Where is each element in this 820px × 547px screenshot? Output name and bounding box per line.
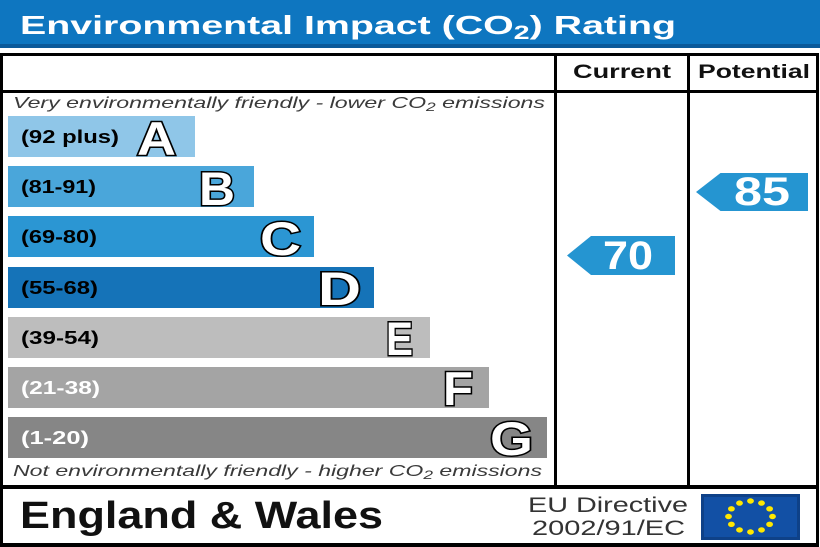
svg-text:(39-54): (39-54): [21, 328, 99, 348]
svg-text:D: D: [318, 262, 361, 315]
svg-text:C: C: [260, 212, 301, 265]
svg-text:(1-20): (1-20): [21, 428, 89, 448]
svg-text:E: E: [386, 312, 413, 365]
svg-text:EU Directive: EU Directive: [528, 494, 688, 517]
svg-text:2002/91/EC: 2002/91/EC: [532, 517, 685, 540]
svg-text:Environmental Impact (CO2) Rat: Environmental Impact (CO 2) Rating: [20, 10, 676, 44]
svg-text:(69-80): (69-80): [21, 227, 97, 247]
svg-text:Not environmentally friendly -: Not environmentally friendly - higher CO…: [13, 463, 542, 482]
svg-text:(92 plus): (92 plus): [21, 127, 119, 147]
svg-text:70: 70: [603, 234, 653, 278]
svg-text:F: F: [443, 362, 473, 415]
svg-text:England & Wales: England & Wales: [20, 495, 383, 537]
svg-text:(55-68): (55-68): [21, 278, 98, 298]
svg-text:Very environmentally friendly: Very environmentally friendly - lower CO…: [13, 95, 545, 114]
svg-text:85: 85: [734, 170, 790, 214]
svg-text:(21-38): (21-38): [21, 378, 100, 398]
svg-text:G: G: [490, 412, 533, 465]
svg-text:A: A: [137, 112, 176, 165]
svg-text:Current: Current: [573, 62, 672, 83]
svg-text:(81-91): (81-91): [21, 177, 96, 197]
svg-text:B: B: [199, 162, 235, 215]
svg-text:Potential: Potential: [698, 62, 810, 83]
